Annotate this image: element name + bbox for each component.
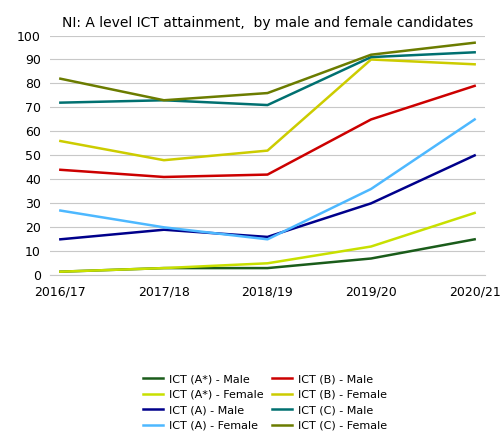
Title: NI: A level ICT attainment,  by male and female candidates: NI: A level ICT attainment, by male and …: [62, 16, 473, 30]
Legend: ICT (A*) - Male, ICT (A*) - Female, ICT (A) - Male, ICT (A) - Female, ICT (B) - : ICT (A*) - Male, ICT (A*) - Female, ICT …: [140, 371, 390, 434]
